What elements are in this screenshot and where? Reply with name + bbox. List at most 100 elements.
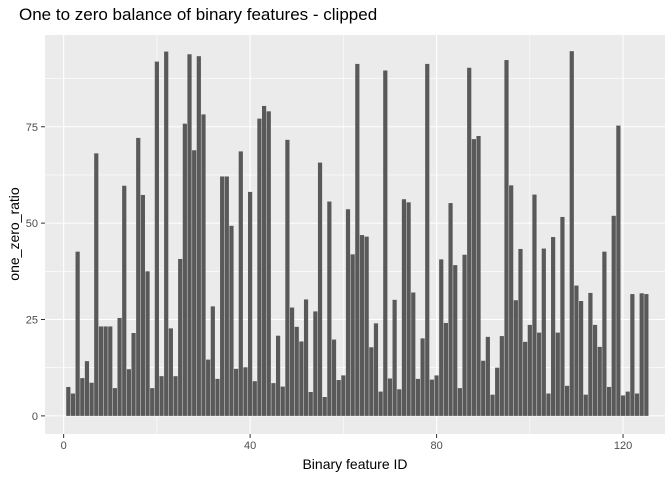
bar [406,202,411,416]
y-axis-title: one_zero_ratio [6,187,22,281]
bar [238,151,243,416]
bar [136,137,141,416]
bar [462,254,467,416]
bar [611,215,616,416]
bars-group [66,51,649,416]
x-tick-label: 40 [244,440,256,452]
bar [443,322,448,416]
bar [126,369,132,416]
bar [453,265,458,416]
bar [75,251,80,416]
x-axis-title: Binary feature ID [302,456,407,472]
bar [578,301,584,416]
bar [145,271,150,416]
bar [201,114,206,416]
y-tick-label: 25 [26,315,38,327]
bar [243,367,248,416]
bar [606,386,612,416]
bar [192,150,197,416]
bar [122,185,127,416]
bar [434,375,439,416]
bar [262,105,267,416]
bar [303,299,309,416]
bar [168,328,173,416]
bar [103,326,108,416]
bar [345,209,351,416]
bar [565,385,570,416]
bar [275,335,281,416]
bar [84,361,90,416]
x-tick-label: 120 [614,440,632,452]
bar [513,300,518,416]
bar [541,248,546,416]
bar [220,176,225,416]
bar [369,347,374,416]
x-tick-label: 0 [61,440,67,452]
bar [248,191,253,416]
bar [108,326,113,416]
bar [620,395,626,416]
bar [187,54,192,416]
bar [485,336,490,416]
bar [289,307,295,416]
bar [537,332,542,416]
bar [425,63,430,416]
bar [616,125,621,416]
bar [313,311,318,416]
bar [229,225,234,416]
bar [523,341,528,416]
y-tick-label: 75 [26,122,38,134]
bar [66,386,71,416]
bar [80,378,85,416]
bar [178,258,183,416]
bar [364,236,369,416]
bar [476,136,481,416]
y-axis: 0 25 50 75 [26,122,45,423]
bar [215,378,220,416]
bar [420,338,425,416]
bar [392,299,397,416]
bar [234,368,239,416]
bar [341,375,346,416]
bar [373,323,379,416]
bar [597,346,602,416]
bar [322,396,327,416]
bar [355,63,360,416]
bar [150,388,155,416]
bar [639,293,644,416]
x-tick-label: 80 [430,440,442,452]
bar [546,393,551,416]
bar [164,51,169,416]
bar [560,216,565,416]
bar [532,194,537,416]
x-axis: 0 40 80 120 [61,434,632,452]
bar [271,383,276,416]
bar [70,393,76,416]
bar [592,324,598,416]
bar [327,201,332,416]
bar [308,391,313,416]
bar [499,336,504,416]
bar [266,111,271,416]
bar [89,382,94,416]
bar [131,332,136,416]
y-tick-label: 0 [32,411,38,423]
bar [588,292,593,416]
bar [350,254,355,416]
bar [159,376,164,416]
bar [411,292,416,416]
bar [94,153,99,416]
bar [555,332,560,416]
bar [634,393,640,416]
bar [644,294,649,416]
chart-title: One to zero balance of binary features -… [19,5,378,24]
bar [336,380,341,416]
bar [504,60,509,416]
bar [317,162,323,416]
bar [98,326,104,416]
bar [569,51,574,416]
bar [429,379,435,416]
bar [397,389,402,416]
bar [387,378,393,416]
